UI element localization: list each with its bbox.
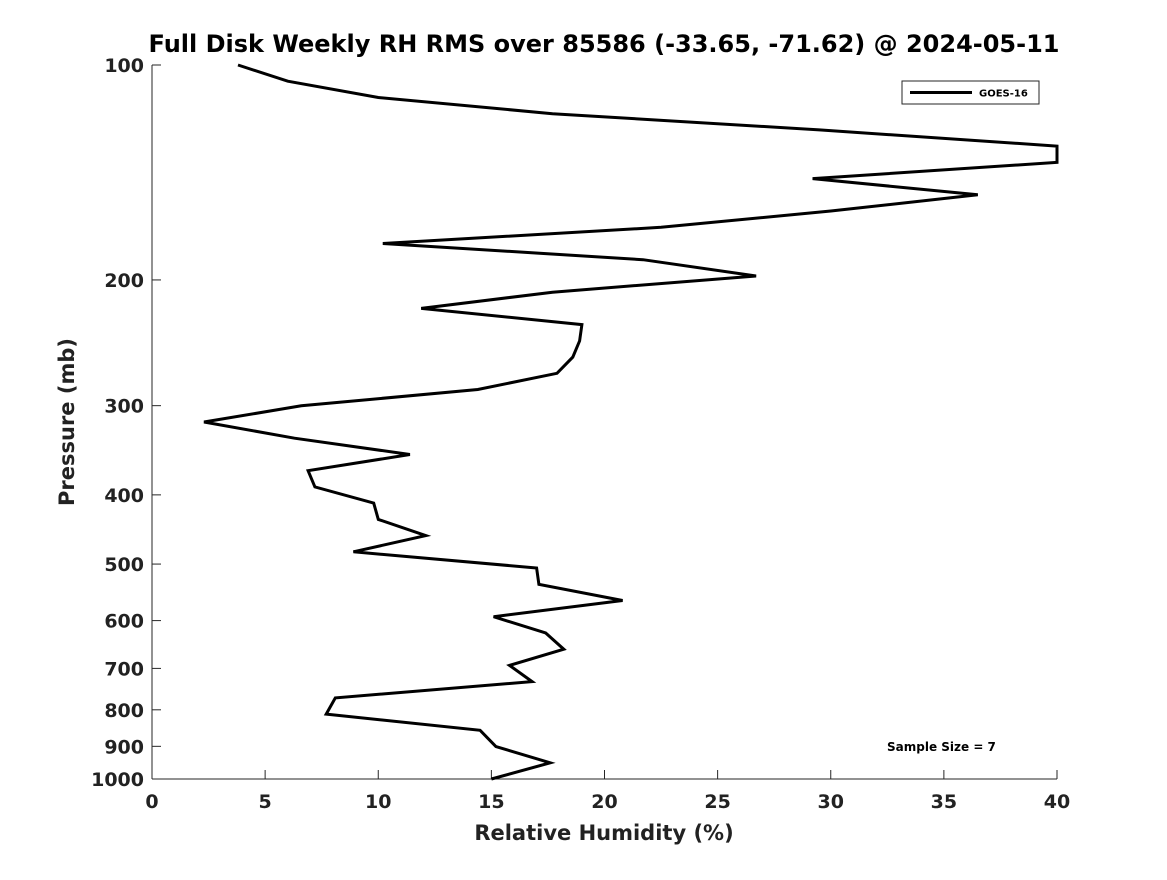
x-tick-label: 25 (704, 791, 730, 813)
y-tick-label: 900 (104, 736, 144, 758)
x-axis-ticks: 0 5 10 15 20 25 30 35 40 (145, 770, 1070, 813)
y-tick-label: 100 (104, 55, 144, 77)
y-tick-label: 700 (104, 658, 144, 680)
chart-title: Full Disk Weekly RH RMS over 85586 (-33.… (149, 30, 1060, 58)
x-tick-label: 40 (1044, 791, 1070, 813)
x-tick-label: 10 (365, 791, 391, 813)
y-tick-label: 500 (104, 554, 144, 576)
y-tick-label: 600 (104, 611, 144, 633)
legend-label-goes-16: GOES-16 (979, 89, 1028, 100)
x-tick-label: 20 (591, 791, 617, 813)
series-line-goes-16 (203, 63, 1059, 781)
legend: GOES-16 (901, 80, 1040, 105)
x-axis-label: Relative Humidity (%) (474, 821, 733, 845)
sample-size-annotation: Sample Size = 7 (887, 740, 996, 754)
x-tick-label: 30 (818, 791, 844, 813)
y-tick-label: 400 (104, 485, 144, 507)
y-axis-label: Pressure (mb) (55, 338, 79, 506)
y-axis-ticks: 100 200 300 400 500 600 700 800 900 1000 (91, 55, 161, 791)
x-tick-label: 15 (478, 791, 504, 813)
x-tick-label: 5 (259, 791, 272, 813)
y-tick-label: 300 (104, 396, 144, 418)
plot-area (152, 65, 1057, 779)
x-tick-label: 0 (145, 791, 158, 813)
series-layer (203, 63, 1059, 781)
y-tick-label: 800 (104, 700, 144, 722)
y-tick-label: 200 (104, 270, 144, 292)
y-tick-label: 1000 (91, 769, 144, 791)
x-tick-label: 35 (931, 791, 957, 813)
